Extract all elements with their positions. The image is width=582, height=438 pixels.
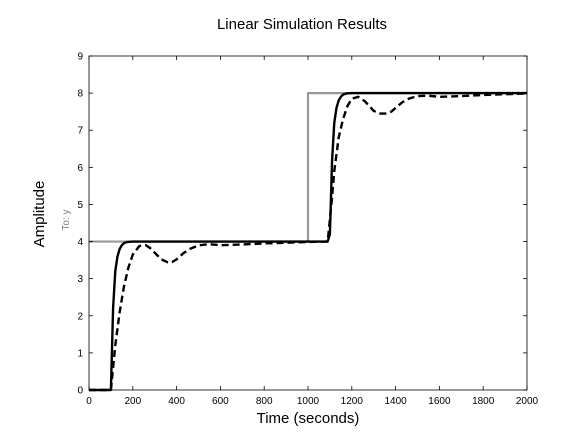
x-tick-label: 2000 <box>516 396 539 407</box>
y-tick-label: 0 <box>77 386 83 397</box>
series-line-dashed <box>89 92 528 392</box>
y-tick-label: 8 <box>77 89 83 100</box>
x-tick-label: 400 <box>168 396 185 407</box>
y-tick-label: 1 <box>77 348 83 359</box>
x-tick-label: 800 <box>256 396 273 407</box>
x-tick-label: 1600 <box>428 396 451 407</box>
y-tick-label: 9 <box>77 52 83 63</box>
x-axis-label: Time (seconds) <box>257 410 360 427</box>
y-tick-label: 6 <box>77 163 83 174</box>
x-tick-label: 600 <box>212 396 229 407</box>
x-tick-label: 0 <box>86 396 92 407</box>
tick-layer: 0 200 400 600 800 1000 1200 1400 1600 1800 2000 0 1 2… <box>77 52 538 408</box>
y-tick-label: 2 <box>77 311 83 322</box>
series-line-solid <box>89 91 527 392</box>
x-tick-label: 1800 <box>472 396 495 407</box>
chart-title: Linear Simulation Results <box>217 16 387 33</box>
y-tick-label: 7 <box>77 126 83 137</box>
series-layer <box>89 91 528 392</box>
y-tick-label: 5 <box>77 200 83 211</box>
y-tick-label: 3 <box>77 274 83 285</box>
output-channel-label: To: y <box>61 209 72 230</box>
x-tick-label: 200 <box>124 396 141 407</box>
y-axis-label: Amplitude <box>31 181 48 248</box>
y-tick-label: 4 <box>77 237 83 248</box>
x-tick-label: 1000 <box>297 396 320 407</box>
x-tick-label: 1400 <box>384 396 407 407</box>
x-tick-label: 1200 <box>341 396 364 407</box>
